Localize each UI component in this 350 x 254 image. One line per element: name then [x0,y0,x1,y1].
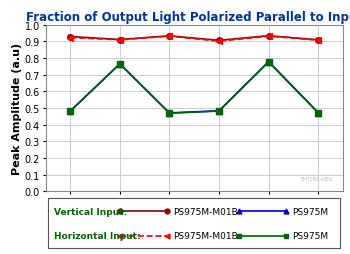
Text: PS975M: PS975M [292,231,329,241]
Text: THORLABS: THORLABS [300,177,334,182]
Y-axis label: Peak Amplitude (a.u): Peak Amplitude (a.u) [12,43,22,174]
X-axis label: Output Sextant: Output Sextant [140,210,248,223]
Text: PS975M-M01B: PS975M-M01B [174,231,238,241]
Text: PS975M: PS975M [292,207,329,216]
Title: Fraction of Output Light Polarized Parallel to Input: Fraction of Output Light Polarized Paral… [26,11,350,24]
Text: Horizontal Input:: Horizontal Input: [55,231,141,241]
Text: Vertical Input:: Vertical Input: [55,207,127,216]
Text: PS975M-M01B: PS975M-M01B [174,207,238,216]
FancyBboxPatch shape [48,198,340,248]
